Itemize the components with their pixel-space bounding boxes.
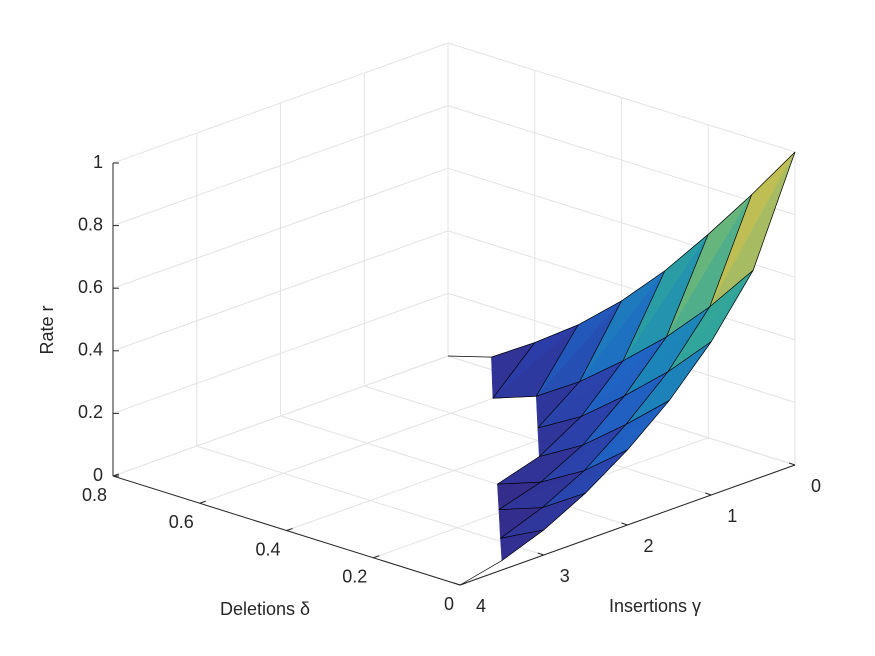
y-tick [112,473,120,477]
grid-line [196,445,544,556]
grid-line [364,385,712,496]
x-tick-label: 2 [644,536,654,556]
mesh-line [497,449,628,485]
x-axis-label: Insertions γ [609,596,701,616]
y-tick-label: 0.4 [255,539,280,559]
x-tick [705,492,712,496]
x-tick-label: 0 [811,476,821,496]
z-tick-label: 0.8 [78,214,103,234]
y-tick [199,500,206,504]
z-tick-label: 1 [93,152,103,172]
y-tick-label: 0 [444,594,454,614]
mesh-line [498,492,586,510]
mesh-line [492,342,536,399]
y-axis-label: Deletions δ [220,599,310,619]
x-tick [453,582,461,586]
mesh-line [447,151,796,358]
x-tick [537,552,544,556]
y-tick-label: 0.8 [82,485,107,505]
x-tick-label: 3 [560,566,570,586]
x-tick-label: 1 [727,506,737,526]
mesh-line [539,400,670,457]
mesh-line [500,529,544,539]
x-tick [788,462,796,466]
y-tick-label: 0.6 [169,512,194,532]
y-tick [286,528,293,531]
z-tick-label: 0.4 [78,340,103,360]
y-tick [459,582,467,586]
mesh-line [498,234,709,510]
z-axis-label: Rate r [37,305,57,354]
z-tick-label: 0 [93,465,103,485]
mesh-line [537,341,712,429]
z-tick-label: 0.6 [78,277,103,297]
z-tick-label: 0.2 [78,402,103,422]
mesh-line [492,270,754,399]
x-tick-label: 4 [476,596,486,616]
mesh-line [535,324,579,397]
x-tick [621,522,628,526]
y-tick [373,555,380,559]
y-tick-label: 0.2 [342,567,367,587]
surface [447,151,796,586]
